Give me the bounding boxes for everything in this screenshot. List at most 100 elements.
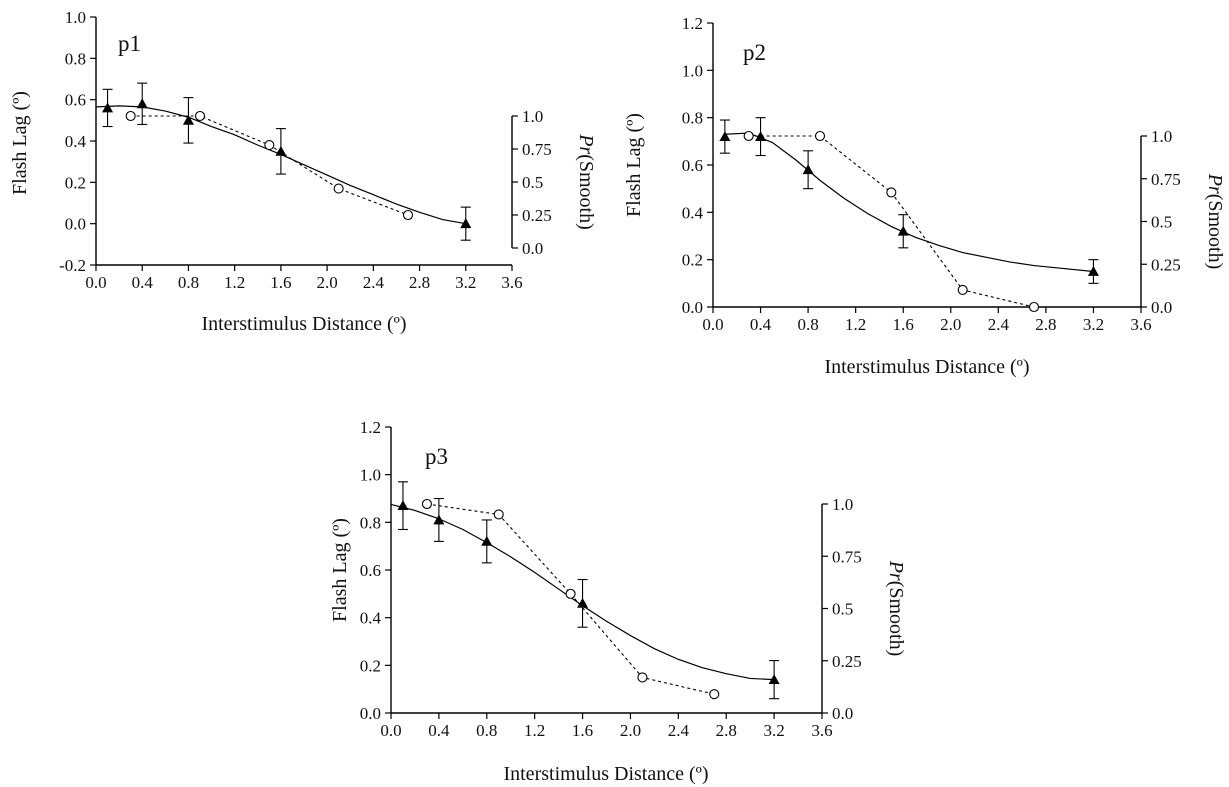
y2-tick-label: 0.0 [522,239,543,258]
y2-tick-label: 0.75 [832,547,862,566]
smooth-point [709,689,720,700]
y-tick-label: 0.2 [65,173,86,192]
y-tick-label: 0.6 [682,156,703,175]
x-tick-label: 0.0 [85,273,106,292]
y2-axis-title-italic: Pr [885,560,907,581]
smooth-point [743,130,754,142]
panel-label: p2 [743,40,766,65]
chart-panel-p2: 0.0 0.4 0.8 1.2 1.6 2.0 2.4 2.8 3.2 3.60.00.20.40… [623,14,1226,378]
y-tick-label: 0.0 [360,704,381,723]
y-tick-label: 0.0 [682,298,703,317]
x-tick-label: 0.0 [702,315,723,334]
y2-axis-title-italic: Pr [575,133,597,154]
y-tick-label: 0.6 [360,561,381,580]
y-tick-label: 1.0 [65,8,86,27]
flash-lag-point [897,225,909,236]
y-axis-title: Flash Lag (º) [9,91,31,195]
y2-tick-label: 0.5 [1151,213,1172,232]
y2-tick-label: 1.0 [832,495,853,514]
x-tick-label: 2.0 [620,721,641,740]
x-tick-label: 3.6 [501,273,522,292]
y-tick-label: 0.6 [65,91,86,110]
y-tick-label: -0.2 [59,256,86,275]
smooth-point [637,672,648,683]
flash-lag-point [755,131,767,141]
x-tick-label: 2.4 [668,721,690,740]
chart-panel-p3: 0.0 0.4 0.8 1.2 1.6 2.0 2.4 2.8 3.2 3.60.00.20.40… [329,418,907,785]
flash-lag-point [460,218,472,229]
y-tick-label: 0.0 [65,215,86,234]
y2-axis-title-italic: Pr [1204,173,1226,194]
fit-curve-line [724,132,1094,273]
chart-panel-p1: 0.0 0.4 0.8 1.2 1.6 2.0 2.4 2.8 3.2 3.6-0.20.00.2… [9,8,597,335]
flash-lag-point [1087,266,1099,276]
flash-lag-point [433,514,445,525]
x-tick-label: 0.8 [476,721,497,740]
y2-tick-label: 0.25 [1151,255,1181,274]
y-tick-label: 0.4 [360,609,382,628]
smooth-point [125,110,136,122]
x-tick-label: 0.4 [750,315,772,334]
y2-tick-label: 0.25 [832,652,862,671]
flash-lag-point [136,98,148,109]
x-tick-label: 0.8 [178,273,199,292]
y2-tick-label: 0.75 [522,140,552,159]
x-axis-title: Interstimulus Distance (º) [503,763,708,785]
smooth-point [493,509,504,520]
y-tick-label: 1.2 [360,418,381,437]
flash-lag-point [275,145,287,156]
y-tick-label: 0.4 [682,203,704,222]
y2-axis-title-rest: (Smooth) [1204,194,1226,270]
y-tick-label: 1.0 [360,466,381,485]
smooth-point [1028,301,1040,313]
x-tick-label: 2.8 [409,273,430,292]
y2-axis-title-rest: (Smooth) [885,581,907,657]
y2-tick-label: 0.5 [522,173,543,192]
y2-axis-title: Pr(Smooth) [1204,173,1226,270]
flash-lag-point [397,500,409,511]
x-tick-label: 2.8 [716,721,737,740]
smooth-point [264,139,275,151]
y2-axis-title-rest: (Smooth) [575,154,597,230]
x-axis-title: Interstimulus Distance (º) [824,356,1029,378]
smooth-series-line [748,135,1035,308]
smooth-point [814,130,826,142]
flash-lag-point [481,535,493,546]
y-tick-label: 0.8 [682,109,703,128]
y2-axis-title: Pr(Smooth) [575,133,597,230]
x-tick-label: 3.2 [763,721,784,740]
x-tick-label: 3.6 [811,721,832,740]
x-tick-label: 0.4 [428,721,450,740]
flash-lag-point [719,131,731,141]
y-tick-label: 0.8 [360,513,381,532]
x-tick-label: 0.0 [380,721,401,740]
smooth-point [402,209,414,221]
flash-lag-point [768,674,780,685]
y2-tick-label: 0.75 [1151,170,1181,189]
smooth-point [194,110,206,122]
x-tick-label: 1.2 [224,273,245,292]
x-tick-label: 2.8 [1035,315,1056,334]
x-tick-label: 1.2 [845,315,866,334]
x-tick-label: 0.8 [797,315,818,334]
x-tick-label: 1.2 [524,721,545,740]
y-tick-label: 1.0 [682,61,703,80]
x-tick-label: 2.0 [316,273,337,292]
x-tick-label: 2.4 [363,273,385,292]
y2-axis-title: Pr(Smooth) [885,560,907,657]
x-tick-label: 1.6 [270,273,291,292]
y-tick-label: 0.2 [682,251,703,270]
x-tick-label: 2.4 [988,315,1010,334]
y-tick-label: 1.2 [682,14,703,33]
flash-lag-point [182,114,194,125]
y2-tick-label: 1.0 [522,107,543,126]
smooth-point [957,284,968,295]
smooth-series-line [130,115,409,216]
x-tick-label: 2.0 [940,315,961,334]
x-tick-label: 1.6 [893,315,914,334]
y-tick-label: 0.4 [65,132,87,151]
panel-label: p3 [425,444,448,469]
y-axis-title: Flash Lag (º) [623,113,645,217]
smooth-point [421,498,432,510]
